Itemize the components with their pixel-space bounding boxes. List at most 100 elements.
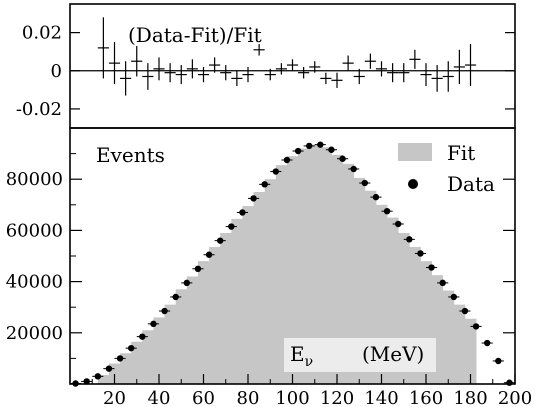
fit-bar [286,156,299,384]
data-point [225,223,237,230]
data-point [459,307,471,315]
fit-bar [120,353,132,384]
data-point [236,209,248,216]
data-point-marker [428,264,435,271]
residual-point [342,55,354,71]
fit-bar [142,330,154,384]
data-point-marker [272,168,280,175]
data-point [81,378,93,385]
fit-bar [398,232,410,384]
residual-point [164,63,176,83]
data-point [359,179,371,187]
data-point [248,195,260,202]
data-point-marker [328,146,335,153]
residual-point [298,66,310,79]
fit-bar [331,154,343,384]
main-x-tick-label: 120 [320,388,354,407]
residual-point [108,42,121,85]
data-point [70,380,82,387]
data-point-marker [339,155,346,162]
data-point-marker [495,357,502,365]
fit-bar [309,144,321,384]
fit-bar [298,148,310,384]
fit-bar [375,204,388,384]
data-point [203,251,215,258]
data-point-marker [283,156,291,164]
main-y-tick-label: 40000 [6,272,63,293]
residual-point [142,63,154,90]
residual-point [264,68,276,81]
data-point-marker [372,193,380,201]
data-point-marker [250,195,257,202]
data-point-marker [506,379,513,386]
data-point [114,355,126,362]
fit-histogram [97,144,477,384]
data-point [214,237,226,244]
data-point [314,141,326,148]
data-point-marker [383,208,391,215]
main-x-tick-label: 180 [453,388,487,407]
legend-data-label: Data [447,172,495,196]
residual-point [209,57,221,73]
residual-point [175,65,187,85]
residual-point [120,61,132,96]
fit-bar [409,247,421,384]
residual-point [409,49,421,69]
legend-fit-label: Fit [447,141,475,165]
residual-point [197,66,210,83]
main-y-tick-label: 60000 [6,220,63,241]
main-y-ticks: 20000 40000 60000 80000 [6,153,515,359]
data-point-marker [439,279,446,287]
data-point [292,147,304,155]
residual-point [286,59,299,71]
data-point [170,293,182,301]
data-point [159,307,171,315]
data-point [348,165,360,173]
main-x-tick-label: 100 [275,388,309,407]
fit-bar [364,190,377,384]
y-axis-label: Events [96,143,165,167]
x-axis-label: Eν [290,342,313,370]
data-point-marker [483,339,491,347]
data-point [325,146,337,153]
x-axis-label-box: Eν (MeV) [284,338,436,372]
data-point-marker [305,142,313,150]
main-x-tick-label: 80 [237,388,260,407]
residual-point [97,17,109,79]
fit-bar [175,289,188,384]
fit-bar [264,179,277,384]
legend: Fit Data [398,141,495,196]
residual-point [375,61,388,77]
data-point-marker [350,165,357,173]
residual-y-tick-label: 0 [51,61,62,82]
residual-point [431,65,443,92]
fit-bar [197,261,210,384]
fit-bar [220,232,232,384]
fit-bar [353,177,366,384]
data-point [181,279,193,287]
residual-point [275,63,287,75]
data-point-marker [450,293,458,301]
data-point-marker [183,279,191,287]
residual-points [97,17,477,96]
data-point [392,220,404,228]
data-point [437,279,449,287]
data-point [125,344,137,352]
fit-bar [275,165,288,384]
main-x-tick-label: 160 [409,388,443,407]
x-axis-label-background [284,338,436,372]
main-x-tick-label: 20 [103,388,126,407]
data-point [270,168,282,175]
x-axis-label-subscript: ν [305,354,314,370]
residual-point [153,57,165,81]
residual-y-tick-label: -0.02 [16,99,62,120]
data-point-marker [161,307,168,315]
fit-bar [108,363,121,384]
data-point-marker [261,181,268,188]
residual-y-tick-label: 0.02 [22,23,62,44]
data-point-marker [216,237,224,244]
data-point-marker [472,323,480,330]
residual-panel: 0.02 0 -0.02 (Data-Fit)/Fit [16,3,516,129]
data-point [470,323,482,330]
data-point-marker [139,333,146,340]
